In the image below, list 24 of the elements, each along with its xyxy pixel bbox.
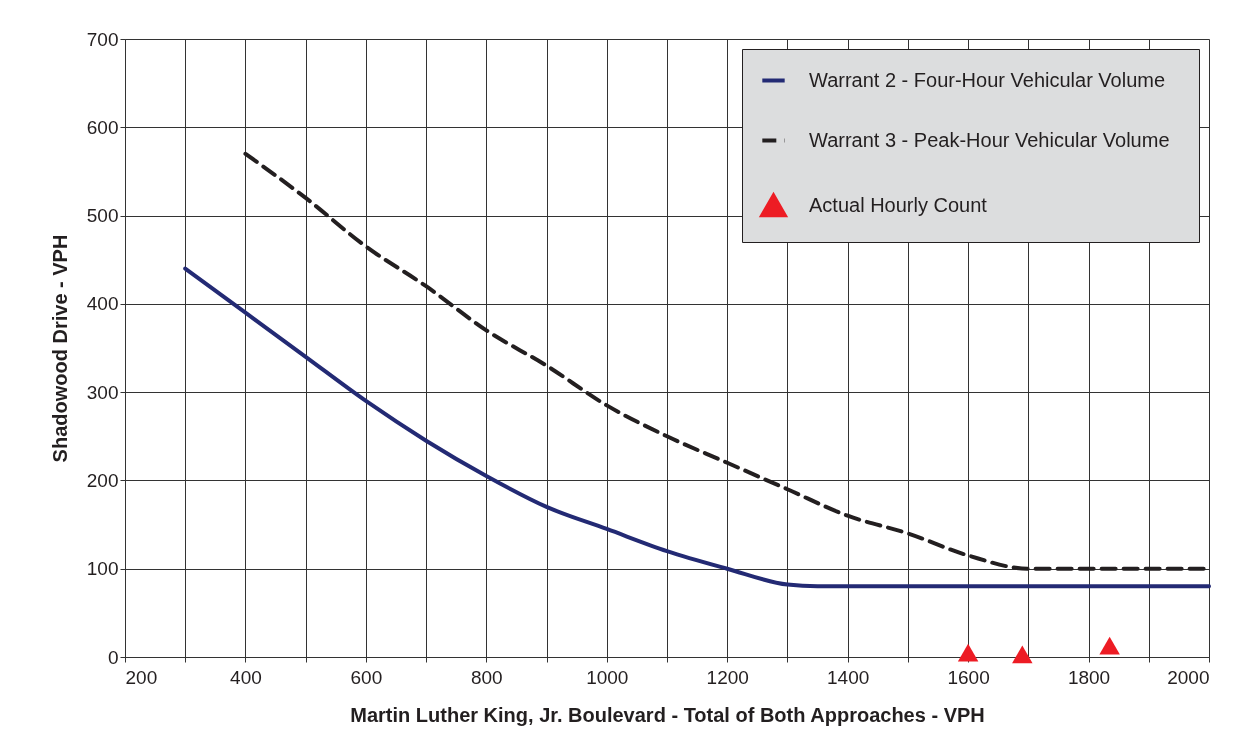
x-axis-title: Martin Luther King, Jr. Boulevard - Total of Both Approaches - VPH [350, 703, 985, 726]
x-tick-label: 800 [470, 666, 503, 688]
y-tick-label: 200 [86, 469, 119, 491]
y-tick-label: 0 [107, 646, 119, 668]
x-tick-label: 1400 [827, 666, 870, 688]
x-tick-label: 1600 [947, 666, 990, 688]
x-tick-label: 200 [125, 666, 158, 688]
y-tick-label: 600 [86, 116, 119, 138]
line-series [183, 266, 1211, 589]
x-tick-label: 400 [230, 666, 262, 688]
y-tick-label: 700 [86, 28, 119, 50]
y-axis-title: Shadowood Drive - VPH [48, 234, 71, 463]
legend-label: Warrant 2 - Four-Hour Vehicular Volume [809, 68, 1166, 91]
x-tick-label: 2000 [1167, 666, 1210, 688]
y-tick-label: 100 [86, 558, 119, 580]
x-tick-label: 1200 [706, 666, 749, 688]
y-tick-label: 300 [86, 381, 119, 403]
legend-label: Actual Hourly Count [809, 193, 988, 216]
x-tick-label: 1800 [1067, 666, 1111, 688]
legend-label: Warrant 3 - Peak-Hour Vehicular Volume [809, 128, 1170, 151]
y-tick-label: 500 [86, 205, 119, 227]
y-tick-label: 400 [86, 293, 119, 315]
x-tick-label: 1000 [586, 666, 629, 688]
x-tick-label: 600 [350, 666, 383, 688]
